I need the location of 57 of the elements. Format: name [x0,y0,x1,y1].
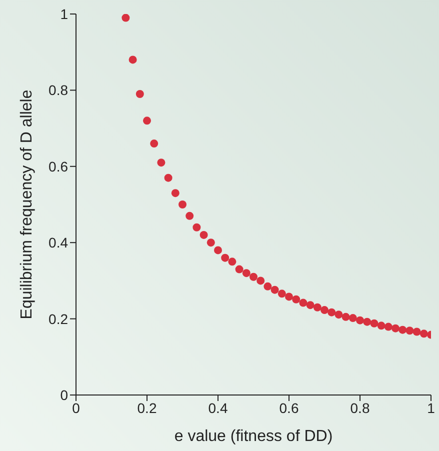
point [270,286,279,294]
point [242,269,250,278]
point [299,298,308,307]
point [328,308,336,316]
point [384,322,392,331]
point [250,272,258,281]
point [334,310,343,319]
point [313,303,322,312]
point [192,223,201,232]
point [412,328,421,336]
point [221,254,230,262]
point [235,265,244,274]
point [228,258,236,266]
point [256,276,265,285]
x-tick-label: 0 [72,400,80,416]
point [214,246,222,254]
y-tick-label: 0.8 [48,82,68,98]
point [122,14,130,22]
point [157,158,166,167]
point [136,90,144,98]
x-axis-title: e value (fitness of DD) [174,428,333,445]
point [200,230,208,239]
point [128,56,137,64]
point [164,174,172,182]
y-axis-title: Equilibrium frequency of D allele [18,90,36,320]
x-tick-label: 0.6 [279,400,299,416]
point [306,301,314,310]
point [206,238,215,247]
y-tick-label: 1 [60,6,68,22]
point [285,292,293,301]
point [264,282,272,290]
y-tick-label: 0.2 [48,310,68,327]
x-tick-label: 1 [427,400,436,416]
x-tick-label: 0.8 [350,400,370,416]
point [398,326,407,334]
point [377,322,386,330]
point [186,212,194,220]
point [420,330,428,338]
point [348,314,357,322]
point [292,295,300,304]
y-tick-label: 0.4 [48,234,68,251]
y-tick-label: 0 [60,386,68,403]
x-tick-label: 0.4 [208,400,228,416]
point [178,200,186,208]
point [171,189,180,198]
point [320,306,328,314]
point [278,290,286,298]
point [150,140,158,148]
point [143,116,151,125]
y-tick-label: 0.6 [48,158,68,174]
point [392,324,400,332]
point [342,312,350,321]
point [356,316,364,324]
point [406,326,414,335]
x-tick-label: 0.2 [137,400,157,416]
point [363,318,372,326]
point [370,319,378,328]
